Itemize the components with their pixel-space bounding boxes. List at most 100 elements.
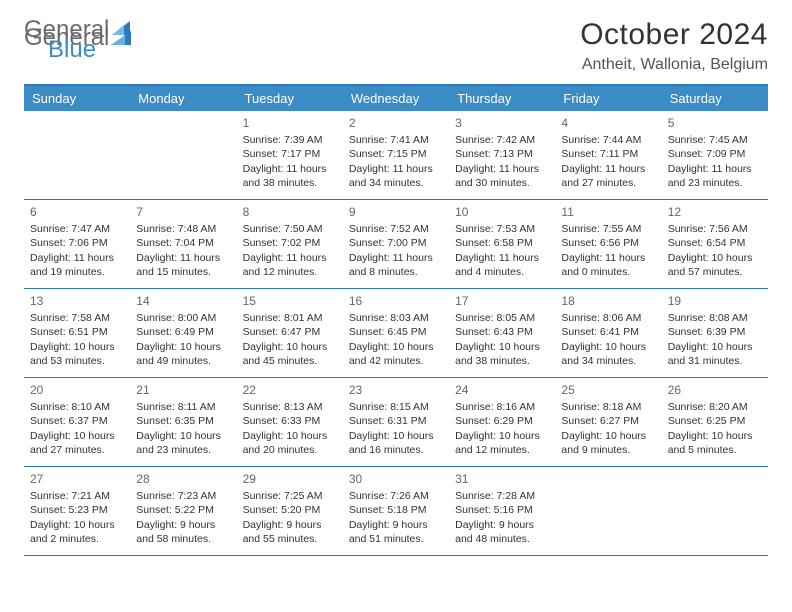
day-cell: 19Sunrise: 8:08 AMSunset: 6:39 PMDayligh… <box>662 289 768 377</box>
daylight-text: Daylight: 11 hours and 30 minutes. <box>455 162 549 190</box>
day-cell-empty <box>24 111 130 199</box>
day-cell: 18Sunrise: 8:06 AMSunset: 6:41 PMDayligh… <box>555 289 661 377</box>
daylight-text: Daylight: 11 hours and 8 minutes. <box>349 251 443 279</box>
sunrise-text: Sunrise: 8:03 AM <box>349 311 443 325</box>
day-number: 6 <box>30 204 124 220</box>
day-cell: 13Sunrise: 7:58 AMSunset: 6:51 PMDayligh… <box>24 289 130 377</box>
week-row: 20Sunrise: 8:10 AMSunset: 6:37 PMDayligh… <box>24 378 768 467</box>
sunrise-text: Sunrise: 7:41 AM <box>349 133 443 147</box>
day-number: 31 <box>455 471 549 487</box>
sunset-text: Sunset: 6:27 PM <box>561 414 655 428</box>
day-cell: 15Sunrise: 8:01 AMSunset: 6:47 PMDayligh… <box>237 289 343 377</box>
daylight-text: Daylight: 11 hours and 4 minutes. <box>455 251 549 279</box>
sunrise-text: Sunrise: 7:25 AM <box>243 489 337 503</box>
sunset-text: Sunset: 6:58 PM <box>455 236 549 250</box>
daylight-text: Daylight: 10 hours and 42 minutes. <box>349 340 443 368</box>
day-cell: 7Sunrise: 7:48 AMSunset: 7:04 PMDaylight… <box>130 200 236 288</box>
sunrise-text: Sunrise: 7:55 AM <box>561 222 655 236</box>
day-number: 22 <box>243 382 337 398</box>
daylight-text: Daylight: 11 hours and 34 minutes. <box>349 162 443 190</box>
daylight-text: Daylight: 11 hours and 27 minutes. <box>561 162 655 190</box>
sunset-text: Sunset: 7:02 PM <box>243 236 337 250</box>
location: Antheit, Wallonia, Belgium <box>580 56 768 74</box>
logo-blue: Blue <box>48 36 96 63</box>
daylight-text: Daylight: 10 hours and 38 minutes. <box>455 340 549 368</box>
calendar: SundayMondayTuesdayWednesdayThursdayFrid… <box>24 86 768 556</box>
day-number: 7 <box>136 204 230 220</box>
day-header-row: SundayMondayTuesdayWednesdayThursdayFrid… <box>24 86 768 111</box>
daylight-text: Daylight: 10 hours and 23 minutes. <box>136 429 230 457</box>
day-cell: 4Sunrise: 7:44 AMSunset: 7:11 PMDaylight… <box>555 111 661 199</box>
day-cell: 26Sunrise: 8:20 AMSunset: 6:25 PMDayligh… <box>662 378 768 466</box>
sunset-text: Sunset: 5:20 PM <box>243 503 337 517</box>
sunrise-text: Sunrise: 7:28 AM <box>455 489 549 503</box>
sunrise-text: Sunrise: 7:50 AM <box>243 222 337 236</box>
daylight-text: Daylight: 10 hours and 27 minutes. <box>30 429 124 457</box>
daylight-text: Daylight: 10 hours and 20 minutes. <box>243 429 337 457</box>
day-number: 21 <box>136 382 230 398</box>
daylight-text: Daylight: 10 hours and 49 minutes. <box>136 340 230 368</box>
sunrise-text: Sunrise: 7:39 AM <box>243 133 337 147</box>
day-cell-empty <box>555 467 661 555</box>
day-cell: 23Sunrise: 8:15 AMSunset: 6:31 PMDayligh… <box>343 378 449 466</box>
day-number: 15 <box>243 293 337 309</box>
day-header-cell: Monday <box>130 86 236 111</box>
daylight-text: Daylight: 10 hours and 53 minutes. <box>30 340 124 368</box>
daylight-text: Daylight: 9 hours and 48 minutes. <box>455 518 549 546</box>
day-cell: 5Sunrise: 7:45 AMSunset: 7:09 PMDaylight… <box>662 111 768 199</box>
daylight-text: Daylight: 11 hours and 19 minutes. <box>30 251 124 279</box>
sunset-text: Sunset: 6:51 PM <box>30 325 124 339</box>
daylight-text: Daylight: 10 hours and 31 minutes. <box>668 340 762 368</box>
day-cell-empty <box>662 467 768 555</box>
sunset-text: Sunset: 5:18 PM <box>349 503 443 517</box>
sunrise-text: Sunrise: 7:23 AM <box>136 489 230 503</box>
day-cell: 20Sunrise: 8:10 AMSunset: 6:37 PMDayligh… <box>24 378 130 466</box>
day-number: 24 <box>455 382 549 398</box>
sunset-text: Sunset: 6:35 PM <box>136 414 230 428</box>
sunset-text: Sunset: 6:47 PM <box>243 325 337 339</box>
day-number: 23 <box>349 382 443 398</box>
sunset-text: Sunset: 7:13 PM <box>455 147 549 161</box>
day-cell: 16Sunrise: 8:03 AMSunset: 6:45 PMDayligh… <box>343 289 449 377</box>
daylight-text: Daylight: 11 hours and 38 minutes. <box>243 162 337 190</box>
sunrise-text: Sunrise: 7:47 AM <box>30 222 124 236</box>
sunrise-text: Sunrise: 7:48 AM <box>136 222 230 236</box>
day-header-cell: Friday <box>555 86 661 111</box>
daylight-text: Daylight: 11 hours and 0 minutes. <box>561 251 655 279</box>
day-header-cell: Sunday <box>24 86 130 111</box>
sunset-text: Sunset: 6:49 PM <box>136 325 230 339</box>
sunrise-text: Sunrise: 8:00 AM <box>136 311 230 325</box>
daylight-text: Daylight: 9 hours and 58 minutes. <box>136 518 230 546</box>
sunrise-text: Sunrise: 7:26 AM <box>349 489 443 503</box>
sunrise-text: Sunrise: 7:56 AM <box>668 222 762 236</box>
daylight-text: Daylight: 10 hours and 2 minutes. <box>30 518 124 546</box>
day-cell: 12Sunrise: 7:56 AMSunset: 6:54 PMDayligh… <box>662 200 768 288</box>
sunrise-text: Sunrise: 8:06 AM <box>561 311 655 325</box>
day-cell: 2Sunrise: 7:41 AMSunset: 7:15 PMDaylight… <box>343 111 449 199</box>
day-cell: 22Sunrise: 8:13 AMSunset: 6:33 PMDayligh… <box>237 378 343 466</box>
sunrise-text: Sunrise: 7:21 AM <box>30 489 124 503</box>
sunrise-text: Sunrise: 7:45 AM <box>668 133 762 147</box>
day-header-cell: Tuesday <box>237 86 343 111</box>
day-number: 11 <box>561 204 655 220</box>
sunset-text: Sunset: 6:29 PM <box>455 414 549 428</box>
sunrise-text: Sunrise: 8:01 AM <box>243 311 337 325</box>
sunset-text: Sunset: 5:16 PM <box>455 503 549 517</box>
day-number: 4 <box>561 115 655 131</box>
sunset-text: Sunset: 7:15 PM <box>349 147 443 161</box>
day-cell: 25Sunrise: 8:18 AMSunset: 6:27 PMDayligh… <box>555 378 661 466</box>
sunrise-text: Sunrise: 8:08 AM <box>668 311 762 325</box>
week-row: 1Sunrise: 7:39 AMSunset: 7:17 PMDaylight… <box>24 111 768 200</box>
sunrise-text: Sunrise: 8:13 AM <box>243 400 337 414</box>
day-number: 10 <box>455 204 549 220</box>
sunset-text: Sunset: 7:00 PM <box>349 236 443 250</box>
day-number: 17 <box>455 293 549 309</box>
sunrise-text: Sunrise: 8:20 AM <box>668 400 762 414</box>
day-header-cell: Wednesday <box>343 86 449 111</box>
daylight-text: Daylight: 11 hours and 15 minutes. <box>136 251 230 279</box>
day-number: 9 <box>349 204 443 220</box>
week-row: 27Sunrise: 7:21 AMSunset: 5:23 PMDayligh… <box>24 467 768 556</box>
sunset-text: Sunset: 6:37 PM <box>30 414 124 428</box>
daylight-text: Daylight: 9 hours and 51 minutes. <box>349 518 443 546</box>
week-row: 6Sunrise: 7:47 AMSunset: 7:06 PMDaylight… <box>24 200 768 289</box>
